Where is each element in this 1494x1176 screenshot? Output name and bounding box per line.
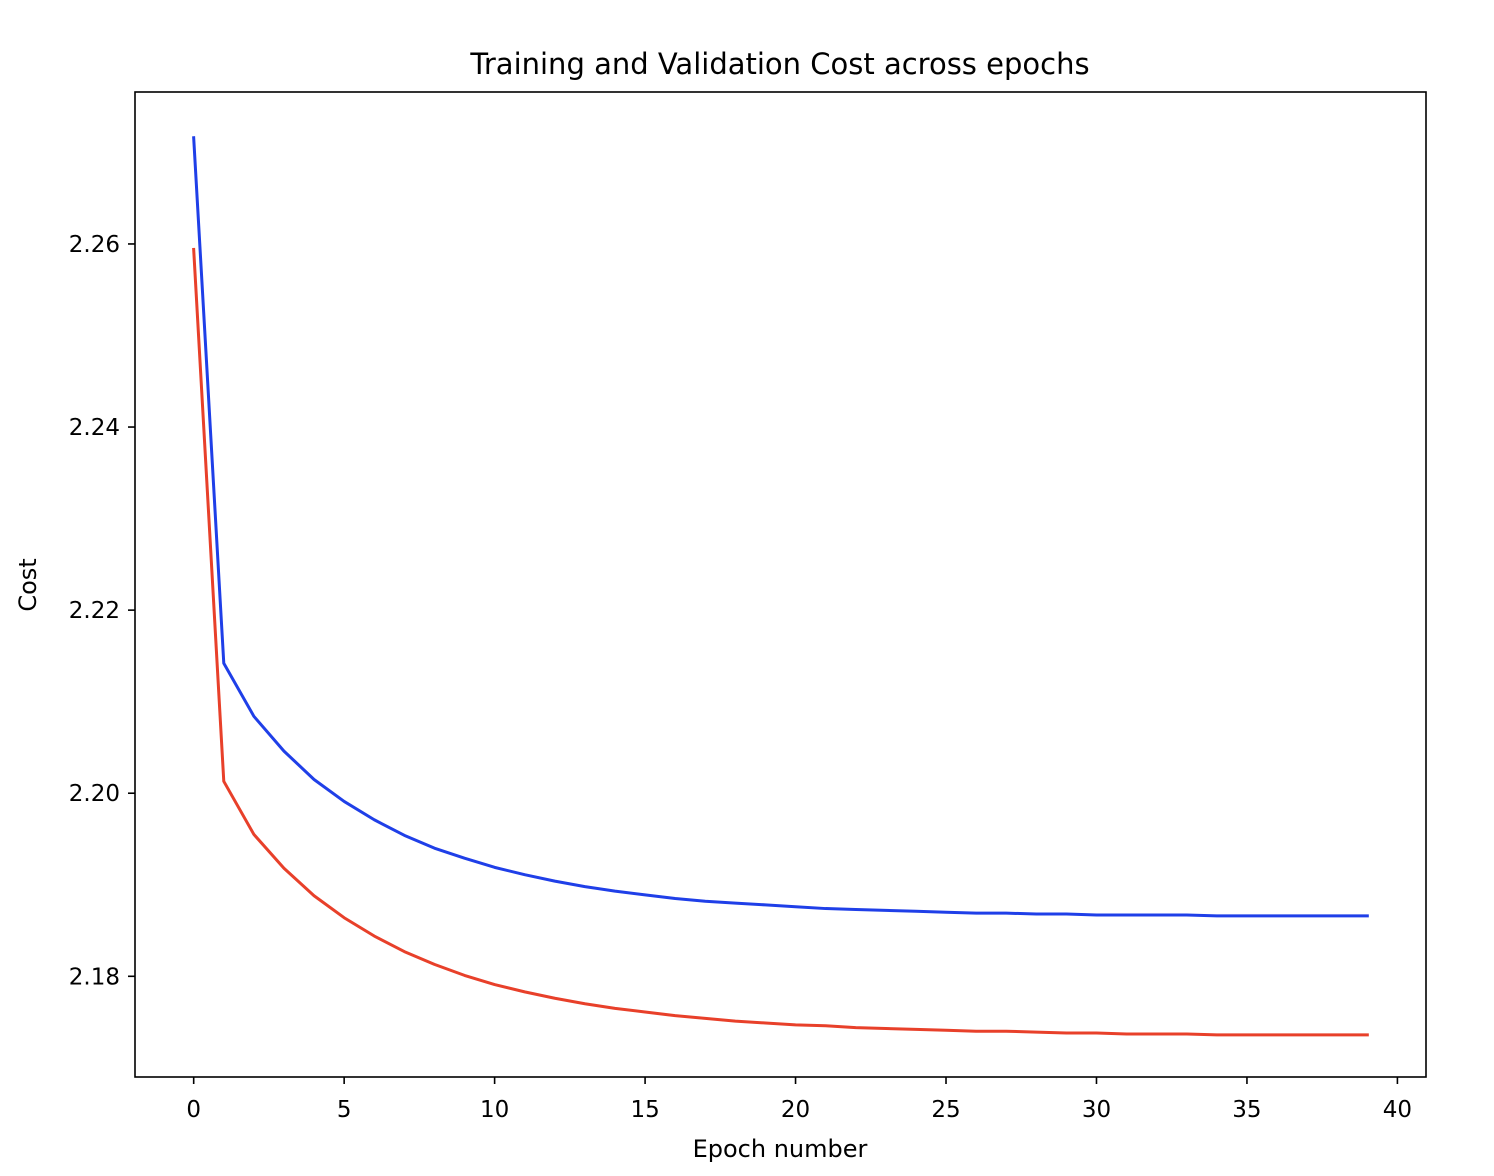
x-axis-label: Epoch number — [693, 1135, 868, 1163]
x-tick-label: 0 — [186, 1097, 201, 1123]
plot-area — [192, 136, 1369, 1037]
series-line-2 — [192, 247, 1369, 1037]
y-tick-label: 2.20 — [69, 781, 120, 807]
x-tick-label: 30 — [1082, 1097, 1111, 1123]
x-tick-label: 5 — [337, 1097, 352, 1123]
plot-frame — [134, 91, 1427, 1078]
y-tick-label: 2.18 — [69, 964, 120, 990]
x-axis: 0 5 10 15 20 25 30 35 40 — [186, 1077, 1412, 1123]
x-tick-label: 25 — [931, 1097, 960, 1123]
x-tick-label: 35 — [1232, 1097, 1261, 1123]
x-tick-label: 20 — [781, 1097, 810, 1123]
y-tick-label: 2.22 — [69, 598, 120, 624]
y-tick-label: 2.26 — [69, 232, 120, 258]
chart-title: Training and Validation Cost across epoc… — [469, 47, 1089, 81]
y-axis-label: Cost — [14, 558, 42, 611]
series-line-1 — [192, 136, 1369, 918]
y-tick-label: 2.24 — [69, 415, 120, 441]
x-tick-label: 15 — [630, 1097, 659, 1123]
x-tick-label: 40 — [1383, 1097, 1412, 1123]
y-axis: 2.18 2.20 2.22 2.24 2.26 — [69, 232, 135, 990]
x-tick-label: 10 — [480, 1097, 509, 1123]
